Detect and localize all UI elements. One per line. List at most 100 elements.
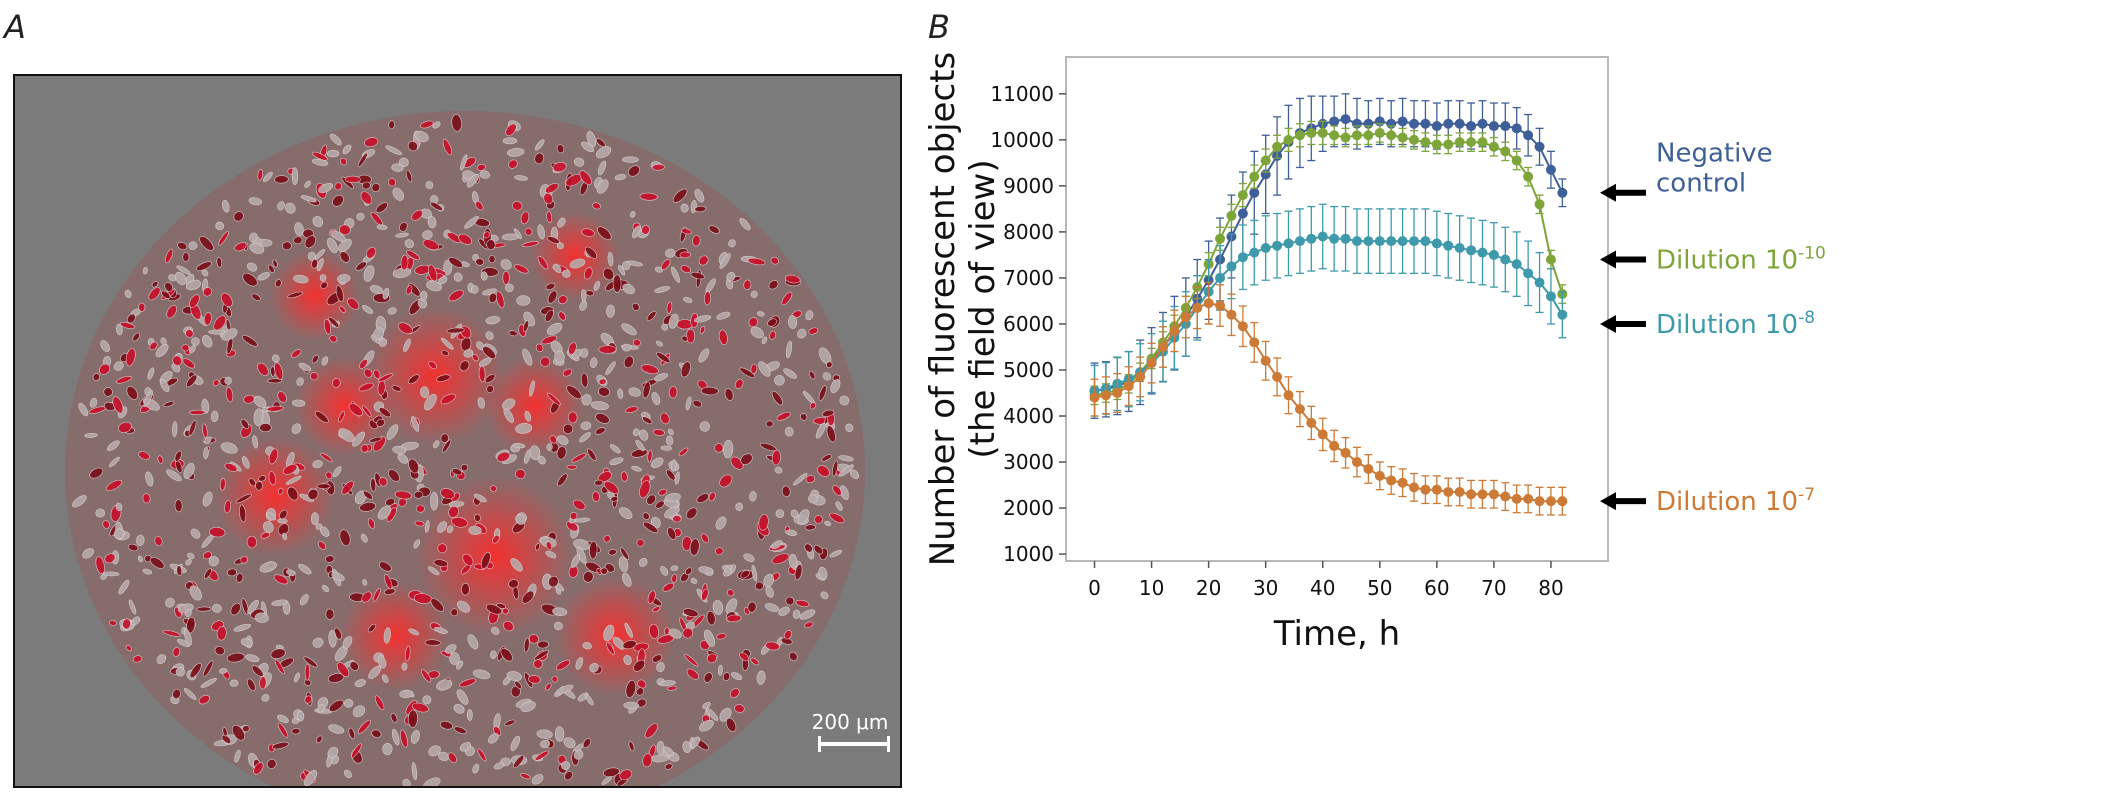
data-point [1260,243,1271,254]
arrow-head [1600,183,1616,202]
y-tick-label: 7000 [1003,266,1054,290]
x-tick-label: 70 [1481,576,1506,600]
data-point [1488,489,1499,500]
data-point [1306,233,1317,244]
data-point [1363,130,1374,141]
data-point [1431,238,1442,249]
data-point [1386,236,1397,247]
x-axis-title: Time, h [1273,614,1400,654]
plot-frame [1065,56,1609,562]
data-point [1123,381,1134,392]
data-point [1420,484,1431,495]
y-tick-label: 2000 [1003,496,1054,520]
data-point [1477,489,1488,500]
data-point [1340,233,1351,244]
data-point [1374,236,1385,247]
data-point [1203,298,1214,309]
data-point [1557,187,1568,198]
data-point [1283,238,1294,249]
data-point [1420,118,1431,129]
data-point [1454,137,1465,148]
data-point [1317,127,1328,138]
data-point [1454,118,1465,129]
data-point [1500,254,1511,265]
panel-b-label: B [928,8,950,46]
arrow-head [1600,314,1616,333]
data-point [1192,302,1203,313]
data-point [1351,130,1362,141]
data-point [1534,277,1545,288]
data-point [1420,137,1431,148]
y-tick-label: 4000 [1003,404,1054,428]
data-point [1443,486,1454,497]
data-point [1329,440,1340,451]
data-point [1180,312,1191,323]
data-point [1557,309,1568,320]
data-point [1454,486,1465,497]
data-point [1431,484,1442,495]
scale-bar-label: 200 μm [811,710,889,734]
data-point [1545,496,1556,507]
data-point [1374,127,1385,138]
data-point [1294,236,1305,247]
data-point [1431,121,1442,132]
data-point [1545,291,1556,302]
data-point [1386,130,1397,141]
series-label: Negative [1656,139,1773,169]
data-point [1454,243,1465,254]
data-point [1169,325,1180,336]
data-point [1511,493,1522,504]
data-point [1511,155,1522,166]
data-point [1157,341,1168,352]
data-point [1340,447,1351,458]
x-tick-label: 0 [1088,576,1101,600]
data-point [1477,118,1488,129]
data-point [1511,123,1522,134]
x-tick-label: 60 [1424,576,1449,600]
series-label: Dilution 10-7 [1656,485,1815,517]
data-point [1397,116,1408,127]
data-point [1226,261,1237,272]
data-point [1340,132,1351,143]
data-point [1545,164,1556,175]
data-point [1306,417,1317,428]
data-point [1466,121,1477,132]
data-point [1500,491,1511,502]
series-3: Dilution 10-7 [1089,281,1815,517]
data-point [1237,208,1248,219]
data-point [1215,233,1226,244]
data-point [1443,118,1454,129]
data-point [1431,139,1442,150]
data-point [1477,137,1488,148]
data-point [1237,190,1248,201]
data-point [1397,132,1408,143]
data-point [1135,371,1146,382]
data-point [1523,171,1534,182]
data-point [1260,355,1271,366]
data-point [1351,457,1362,468]
data-point [1272,371,1283,382]
data-point [1329,233,1340,244]
data-point [1237,321,1248,332]
data-point [1466,137,1477,148]
data-point [1329,130,1340,141]
data-point [1409,482,1420,493]
x-tick-label: 10 [1139,576,1164,600]
x-axis: 0 10 20 30 40 50 60 70 80 [1088,561,1564,600]
y-tick-label: 6000 [1003,312,1054,336]
data-point [1215,272,1226,283]
data-point [1409,134,1420,145]
data-point [1409,236,1420,247]
data-point [1272,240,1283,251]
y-tick-label: 9000 [1003,174,1054,198]
data-point [1397,236,1408,247]
data-point [1100,390,1111,401]
data-point [1351,236,1362,247]
x-tick-label: 40 [1310,576,1335,600]
arrow-head [1600,492,1616,511]
data-point [1294,404,1305,415]
data-point [1249,171,1260,182]
data-point [1488,141,1499,152]
panel-a-label: A [4,8,26,46]
